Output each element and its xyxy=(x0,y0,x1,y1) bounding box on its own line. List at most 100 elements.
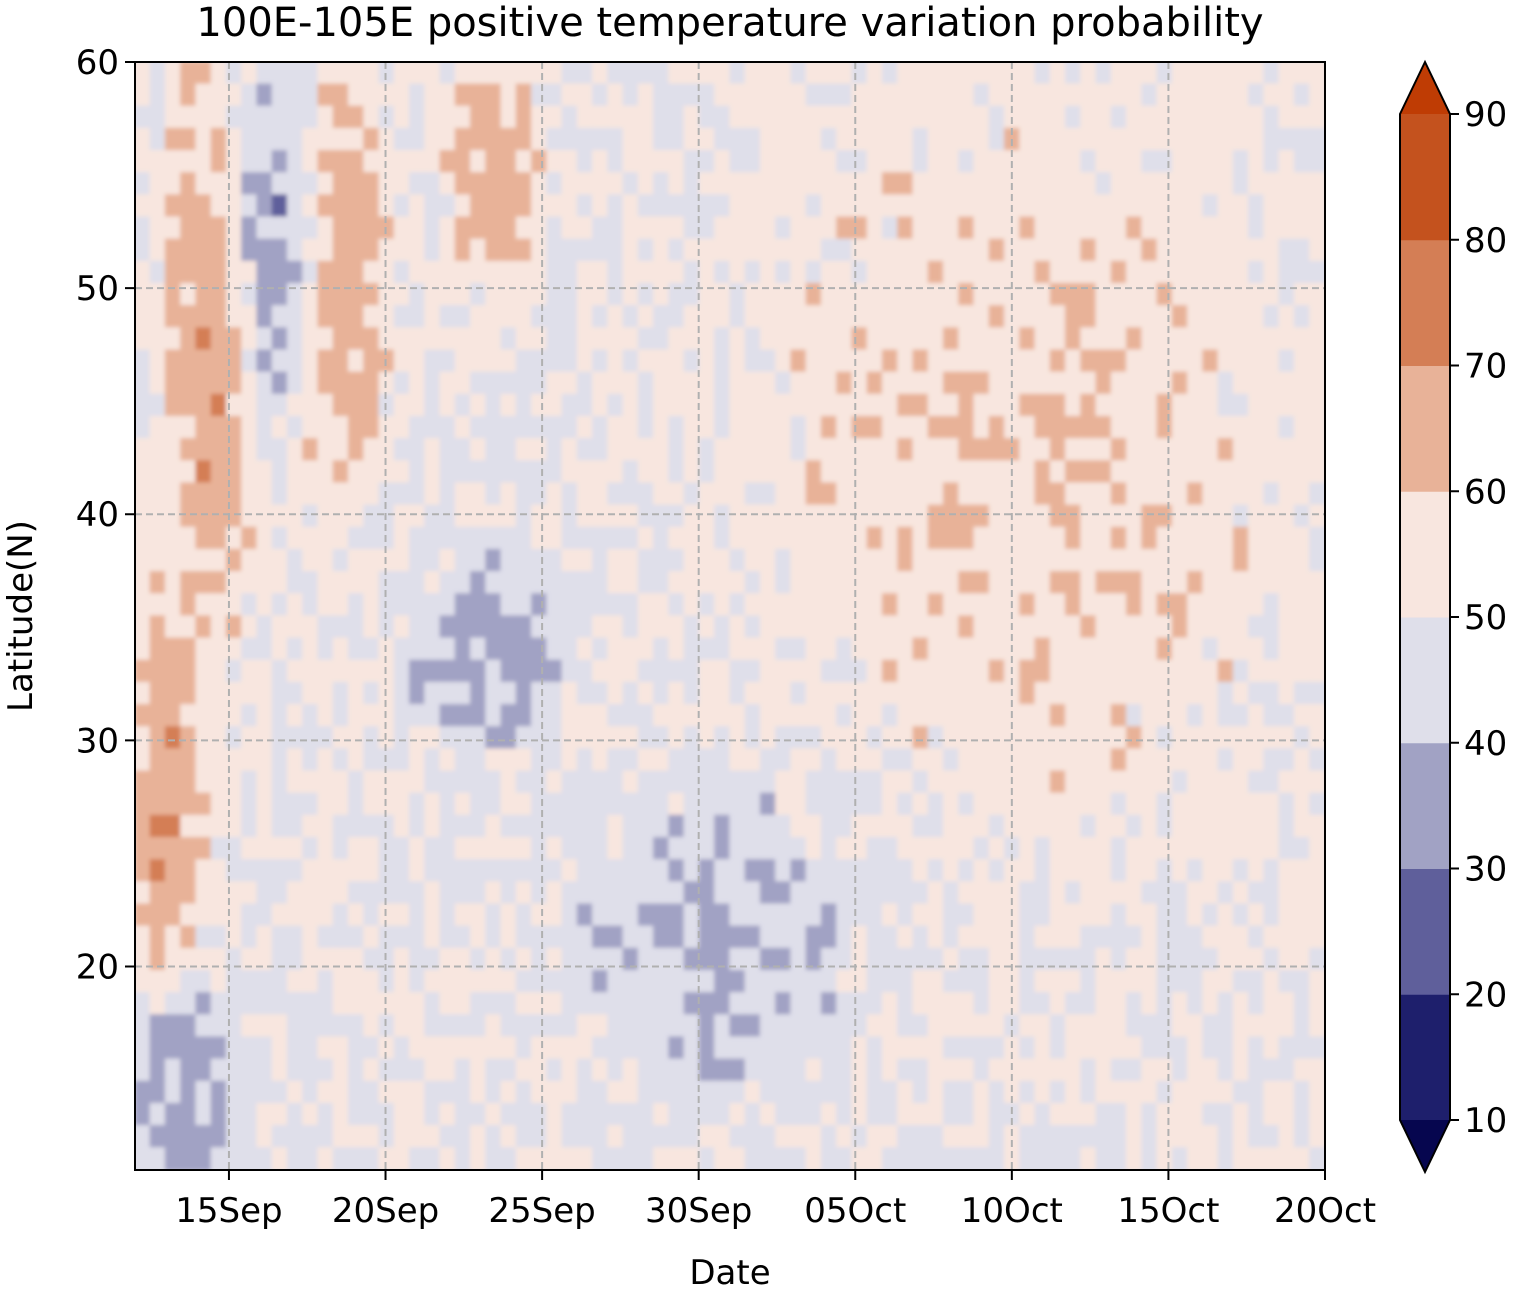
contour-cell xyxy=(927,415,945,440)
contour-cell xyxy=(286,814,304,839)
contour-cell xyxy=(622,238,640,263)
contour-cell xyxy=(1171,770,1189,794)
contour-cell xyxy=(164,681,182,706)
contour-cell xyxy=(561,681,579,706)
contour-cell xyxy=(1309,172,1325,196)
contour-cell xyxy=(424,349,441,373)
contour-cell xyxy=(454,504,472,528)
contour-cell xyxy=(378,792,395,817)
contour-cell xyxy=(668,726,685,750)
contour-cell xyxy=(347,1102,365,1127)
contour-cell xyxy=(439,704,456,728)
contour-cell xyxy=(1034,615,1051,639)
contour-cell xyxy=(607,1014,624,1038)
contour-cell xyxy=(744,283,762,307)
contour-cell xyxy=(500,1036,518,1060)
contour-cell xyxy=(1202,748,1219,772)
contour-cell xyxy=(1217,593,1235,617)
contour-cell xyxy=(485,859,502,883)
contour-cell xyxy=(1034,770,1051,794)
contour-cell xyxy=(195,127,212,152)
contour-cell xyxy=(180,1080,197,1105)
contour-cell xyxy=(470,305,487,329)
contour-cell xyxy=(988,460,1006,484)
contour-cell xyxy=(1293,571,1311,595)
contour-cell xyxy=(347,371,365,395)
contour-cell xyxy=(1232,903,1250,927)
contour-cell xyxy=(1309,748,1325,772)
x-axis: 15Sep 20Sep 25Sep 30Sep 05Oct 10Oct 15Oc… xyxy=(175,1191,1376,1290)
contour-cell xyxy=(790,903,807,927)
contour-cell xyxy=(1217,571,1235,595)
contour-cell xyxy=(622,548,640,573)
contour-cell xyxy=(500,105,518,130)
contour-cell xyxy=(409,881,426,905)
contour-cell xyxy=(1263,260,1280,285)
contour-cell xyxy=(607,903,624,927)
contour-cell xyxy=(576,992,594,1016)
contour-cell xyxy=(942,947,960,972)
contour-cell xyxy=(302,1080,319,1105)
contour-cell xyxy=(942,814,960,839)
contour-cell xyxy=(607,172,624,196)
contour-cell xyxy=(942,127,960,152)
contour-cell xyxy=(241,1125,258,1149)
contour-cell xyxy=(790,172,807,196)
contour-cell xyxy=(592,238,609,263)
contour-cell xyxy=(973,1102,990,1127)
contour-cell xyxy=(363,216,380,240)
contour-cell xyxy=(286,925,304,949)
contour-cell xyxy=(637,903,655,927)
contour-cell xyxy=(225,482,243,506)
contour-cell xyxy=(485,681,502,706)
contour-cell xyxy=(927,393,945,418)
contour-cell xyxy=(683,859,701,883)
contour-cell xyxy=(912,238,929,263)
contour-cell xyxy=(607,216,624,240)
contour-cell xyxy=(744,859,762,883)
contour-cell xyxy=(698,1125,716,1149)
contour-cell xyxy=(759,770,777,794)
contour-cell xyxy=(241,659,258,684)
contour-cell xyxy=(1110,482,1128,506)
contour-cell xyxy=(973,925,990,949)
contour-cell xyxy=(195,1080,212,1105)
contour-cell xyxy=(378,969,395,994)
contour-cell xyxy=(744,704,762,728)
contour-cell xyxy=(1293,1036,1311,1060)
contour-cell xyxy=(942,681,960,706)
contour-cell xyxy=(759,969,777,994)
contour-cell xyxy=(454,305,472,329)
contour-cell xyxy=(805,327,823,351)
contour-cell xyxy=(683,704,701,728)
contour-cell xyxy=(1019,992,1036,1016)
contour-cell xyxy=(653,1080,670,1105)
contour-cell xyxy=(866,571,884,595)
contour-cell xyxy=(1095,1102,1113,1127)
contour-cell xyxy=(820,83,838,107)
contour-cell xyxy=(698,925,716,949)
contour-cell xyxy=(698,1014,716,1038)
contour-cell xyxy=(881,659,899,684)
contour-cell xyxy=(897,216,914,240)
contour-cell xyxy=(1309,1058,1325,1082)
contour-cell xyxy=(942,1125,960,1149)
contour-cell xyxy=(729,704,746,728)
contour-cell xyxy=(1187,216,1204,240)
contour-cell xyxy=(653,62,670,85)
contour-cell xyxy=(210,349,228,373)
contour-cell xyxy=(317,903,334,927)
contour-cell xyxy=(744,1080,762,1105)
contour-cell xyxy=(592,105,609,130)
contour-cell xyxy=(317,1102,334,1127)
contour-cell xyxy=(1202,637,1219,661)
contour-cell xyxy=(1309,615,1325,639)
contour-cell xyxy=(820,969,838,994)
contour-cell xyxy=(1171,837,1189,861)
contour-cell xyxy=(622,903,640,927)
contour-cell xyxy=(942,460,960,484)
contour-cell xyxy=(210,548,228,573)
contour-cell xyxy=(561,194,579,218)
contour-cell xyxy=(1309,238,1325,263)
contour-cell xyxy=(485,548,502,573)
